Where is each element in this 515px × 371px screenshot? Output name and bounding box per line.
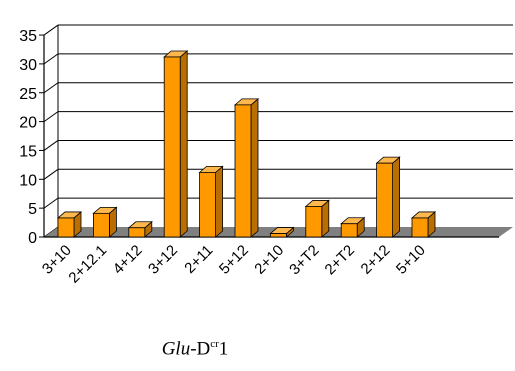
y-tick-label: 10 [19, 172, 37, 189]
caption-base: -D [190, 338, 211, 360]
y-tick-label: 30 [19, 57, 37, 74]
bar [56, 211, 83, 238]
bar [127, 220, 153, 238]
bar-front [128, 227, 146, 238]
bar-front [269, 233, 287, 238]
x-tick-label: 2+11 [181, 242, 216, 277]
bar [198, 165, 224, 238]
caption-italic: Glu [161, 338, 191, 360]
bar [269, 226, 295, 238]
grid-diagonal [43, 168, 59, 180]
bar [340, 216, 366, 238]
bar-front [340, 223, 358, 238]
y-tick-label: 20 [19, 115, 37, 132]
grid-diagonal [43, 197, 59, 209]
bar [304, 199, 330, 238]
bar-front [234, 104, 252, 238]
x-tick-label: 4+12 [110, 242, 146, 278]
x-tick-label: 2+10 [251, 242, 287, 278]
bar-side [215, 165, 224, 238]
bar [375, 156, 401, 238]
x-tick-label: 3+12 [145, 242, 181, 278]
bar-front [57, 217, 75, 238]
bar-front [163, 56, 181, 238]
grid-diagonal [43, 140, 59, 151]
axis-layer [39, 25, 513, 238]
bar-front [376, 162, 394, 238]
bar [92, 206, 118, 238]
grid-diagonal [43, 82, 59, 94]
y-tick-label: 5 [28, 201, 37, 218]
bar-front [411, 217, 429, 238]
bar-layer [56, 50, 437, 238]
caption-suffix: 1 [218, 338, 229, 360]
bar [410, 211, 437, 238]
grid-diagonal [43, 111, 59, 123]
bar [233, 97, 260, 238]
bar-side [179, 50, 188, 238]
y-tick-label: 0 [28, 230, 37, 247]
bar-front [93, 212, 110, 238]
bar [163, 50, 189, 238]
grid-diagonal [43, 53, 59, 65]
grid-diagonal [43, 24, 59, 36]
x-axis-caption: Glu-Dcr1 [0, 338, 390, 360]
bar-front [199, 171, 217, 238]
grid-layer [43, 24, 513, 238]
bar-side [250, 97, 259, 238]
y-tick-label: 35 [19, 28, 37, 45]
x-tick-label: 3+T2 [286, 242, 322, 278]
x-tick-label: 5+12 [216, 242, 252, 278]
y-tick-label: 15 [19, 143, 37, 160]
y-tick-label: 25 [19, 86, 37, 103]
x-tick-label: 2+T2 [322, 242, 358, 278]
bar-front [305, 206, 323, 238]
x-tick-label: 2+12 [358, 242, 394, 278]
x-tick-label: 2+12.1 [65, 242, 110, 287]
bar-side [392, 156, 401, 238]
caption-sup: cr [210, 338, 219, 350]
x-tick-label: 5+10 [393, 242, 429, 278]
